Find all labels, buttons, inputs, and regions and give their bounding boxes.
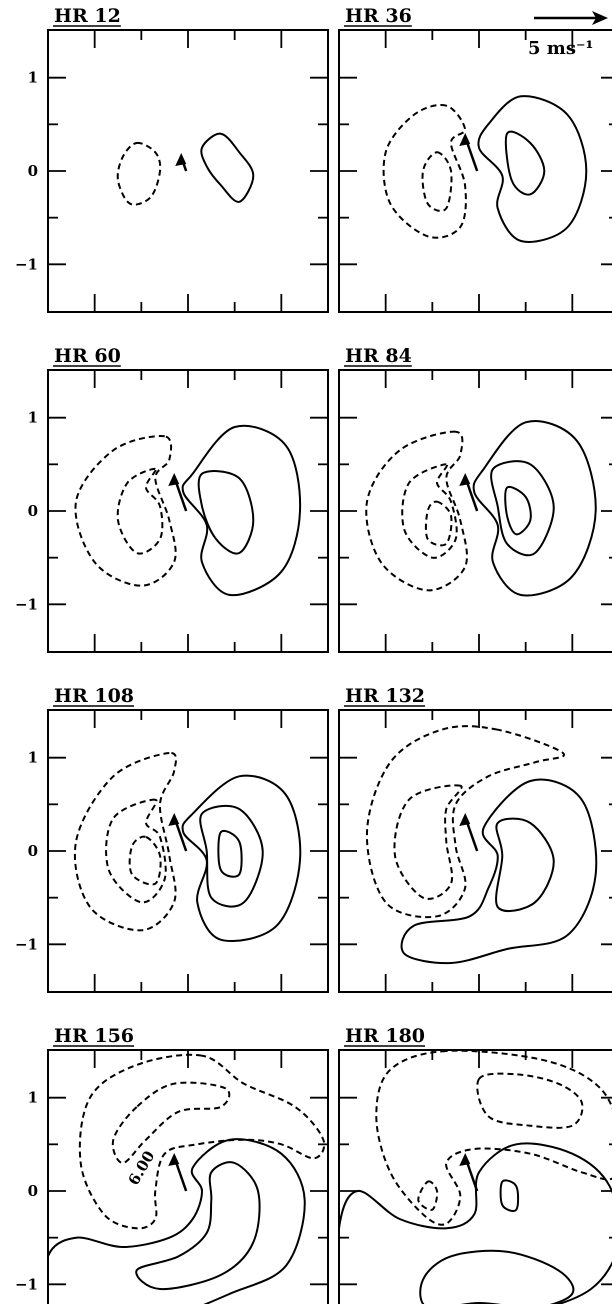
- positive-contour: [504, 485, 532, 536]
- panel-title: HR 108: [54, 685, 134, 707]
- negative-contour: [111, 1081, 231, 1165]
- positive-contour: [199, 804, 264, 908]
- panel-frame: [47, 709, 329, 993]
- scale-label: 5 ms⁻¹: [528, 38, 593, 59]
- negative-contour: [393, 784, 463, 900]
- y-tick-label: 1: [28, 749, 38, 767]
- positive-contour: [499, 1179, 520, 1212]
- y-tick-label: 0: [28, 162, 38, 180]
- motion-arrow-head: [459, 473, 471, 486]
- motion-arrow-head: [175, 153, 187, 166]
- positive-contour: [339, 1142, 612, 1304]
- motion-arrow-head: [459, 1153, 471, 1166]
- negative-contour: [401, 463, 458, 559]
- positive-contour: [135, 1161, 261, 1291]
- positive-contour: [400, 778, 598, 965]
- y-tick-label: −1: [15, 1275, 38, 1293]
- panel-frame: [47, 369, 329, 653]
- negative-contour: [375, 1050, 612, 1226]
- panel-title: HR 180: [345, 1025, 425, 1047]
- contour-group: [74, 424, 302, 597]
- positive-contour: [181, 424, 302, 597]
- panel-title: HR 156: [54, 1025, 134, 1047]
- negative-contour: [365, 725, 566, 919]
- positive-contour: [48, 1138, 306, 1304]
- y-tick-label: −1: [15, 935, 38, 953]
- negative-contour: [105, 798, 167, 904]
- y-tick-label: 1: [28, 69, 38, 87]
- motion-arrow-head: [168, 473, 180, 486]
- positive-contour: [477, 95, 588, 243]
- negative-contour: [78, 1053, 326, 1230]
- panel-hr-108: HR 108 1 0 −1: [15, 685, 329, 993]
- contour-group: [382, 95, 588, 243]
- panel-frame: [47, 29, 329, 313]
- negative-contour: [73, 752, 178, 932]
- positive-contour: [495, 817, 555, 912]
- panel-title: HR 12: [54, 5, 121, 27]
- motion-arrow-head: [459, 133, 471, 146]
- scale-arrow: [534, 11, 608, 25]
- contour-group: [48, 1053, 326, 1304]
- panel-hr-12: HR 12 1 0 −1: [15, 5, 329, 313]
- negative-contour: [365, 430, 468, 592]
- y-tick-label: 1: [28, 1089, 38, 1107]
- contour-group: [73, 752, 302, 943]
- positive-contour: [419, 1249, 575, 1304]
- panel-frame: [338, 369, 612, 653]
- motion-arrow-head: [459, 813, 471, 826]
- positive-contour: [504, 130, 546, 196]
- positive-contour: [217, 829, 243, 878]
- contour-group: [365, 420, 597, 597]
- contour-group: [116, 132, 255, 206]
- positive-contour: [181, 774, 302, 943]
- negative-contour: [476, 1072, 584, 1129]
- panel-frame: [338, 709, 612, 993]
- panel-hr-36: HR 36: [338, 5, 612, 313]
- y-tick-label: 0: [28, 842, 38, 860]
- contour-group: [339, 1050, 612, 1304]
- negative-contour: [417, 1180, 439, 1211]
- y-tick-label: 0: [28, 1182, 38, 1200]
- contour-value-label: 6.00: [125, 1148, 159, 1189]
- panel-title: HR 132: [345, 685, 425, 707]
- negative-contour: [424, 500, 453, 547]
- y-tick-label: 1: [28, 409, 38, 427]
- negative-contour: [421, 151, 453, 212]
- panel-hr-60: HR 60 1 0 −1: [15, 345, 329, 653]
- right-arrow-icon: [592, 11, 608, 25]
- negative-contour: [116, 141, 162, 206]
- negative-contour: [128, 835, 162, 886]
- negative-contour: [116, 467, 164, 555]
- y-tick-label: 0: [28, 502, 38, 520]
- y-tick-label: −1: [15, 255, 38, 273]
- motion-arrow-head: [168, 813, 180, 826]
- motion-arrow-head: [168, 1153, 180, 1166]
- positive-contour: [490, 460, 555, 557]
- negative-contour: [382, 104, 467, 239]
- positive-contour: [197, 470, 255, 555]
- panel-title: HR 36: [345, 5, 412, 27]
- panel-title: HR 60: [54, 345, 121, 367]
- y-tick-label: −1: [15, 595, 38, 613]
- panel-frame: [338, 29, 612, 313]
- positive-contour: [472, 420, 597, 597]
- panel-hr-132: HR 132: [338, 685, 612, 993]
- panel-title: HR 84: [345, 345, 412, 367]
- negative-contour: [74, 435, 177, 587]
- positive-contour: [200, 132, 255, 203]
- contour-group: [365, 725, 598, 965]
- panel-hr-180: HR 180−101: [338, 1025, 612, 1304]
- panel-hr-84: HR 84: [338, 345, 612, 653]
